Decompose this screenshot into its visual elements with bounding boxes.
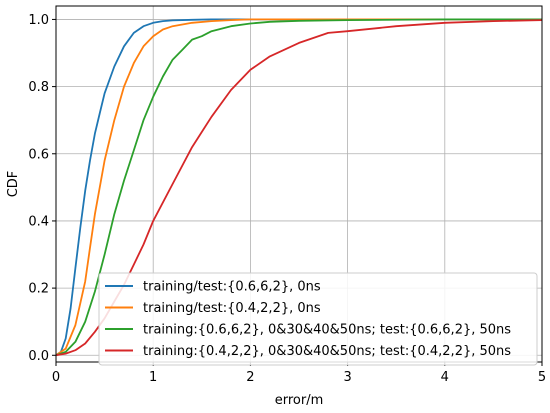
- y-axis-label: CDF: [6, 171, 21, 198]
- legend-label: training/test:{0.4,2,2}, 0ns: [143, 301, 321, 316]
- legend-label: training:{0.4,2,2}, 0&30&40&50ns; test:{…: [143, 344, 511, 359]
- x-tick-label: 5: [538, 370, 546, 385]
- legend-box: [98, 272, 538, 366]
- y-tick-label: 0.0: [28, 349, 49, 364]
- x-axis-label: error/m: [275, 393, 324, 408]
- y-tick-label: 0.2: [28, 282, 49, 297]
- series-line-2: [55, 18, 542, 357]
- series-line-3: [55, 18, 542, 357]
- x-tick-label: 2: [246, 370, 254, 385]
- y-tick-label: 1.0: [28, 13, 49, 28]
- x-tick-label: 1: [149, 370, 157, 385]
- x-tick-label: 3: [343, 370, 351, 385]
- series-line-1: [55, 18, 542, 357]
- legend-label: training/test:{0.6,6,2}, 0ns: [143, 280, 321, 295]
- legend: training/test:{0.6,6,2}, 0ns training/tes…: [98, 272, 538, 366]
- y-tick-label: 0.8: [28, 80, 49, 95]
- y-tick-label: 0.6: [28, 147, 49, 162]
- series-lines: [55, 18, 543, 357]
- y-tick-label: 0.4: [28, 214, 49, 229]
- x-tick-label: 0: [52, 370, 60, 385]
- x-tick-label: 4: [441, 370, 449, 385]
- series-line-4: [55, 19, 543, 357]
- legend-label: training:{0.6,6,2}, 0&30&40&50ns; test:{…: [143, 323, 511, 338]
